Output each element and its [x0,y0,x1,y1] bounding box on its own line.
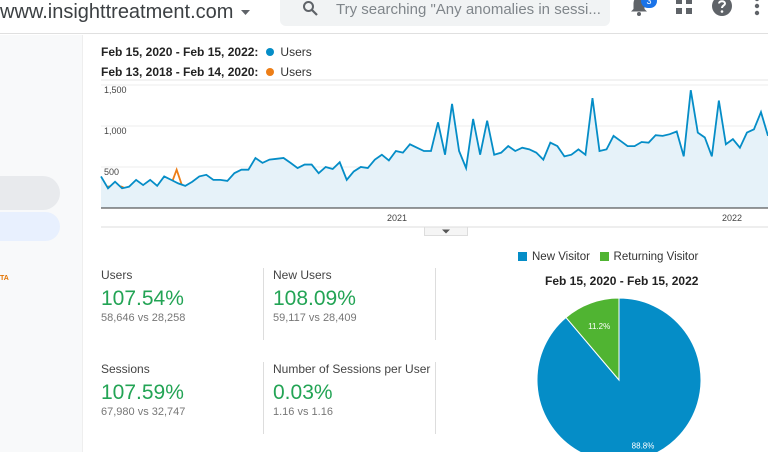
divider [263,362,264,434]
legend-previous: Feb 13, 2018 - Feb 14, 2020: Users [101,65,312,79]
legend-swatch [518,252,527,261]
sidebar-item[interactable] [0,176,60,210]
y-tick-label: 500 [104,167,119,177]
metric-compare: 59,117 vs 28,409 [273,312,357,324]
x-tick-label: 2022 [722,213,742,223]
metric-compare: 1.16 vs 1.16 [273,406,333,418]
metric-sessions[interactable]: Sessions 107.59% 67,980 vs 32,747 [101,362,185,418]
pie-slice-label: 88.8% [632,441,655,450]
divider [435,362,436,434]
sidebar [0,35,83,452]
dot-icon [266,68,275,76]
metric-label: New Users [273,268,332,282]
metric-label: Sessions [101,362,150,376]
pie-title: Feb 15, 2020 - Feb 15, 2022 [545,274,699,288]
pie-slice-label: 11.2% [588,322,610,331]
x-tick-label: 2021 [387,213,407,223]
search-placeholder: Try searching "Any anomalies in sessi... [336,1,601,18]
sidebar-label: TA [0,275,9,282]
metric-compare: 58,646 vs 28,258 [101,312,186,324]
metric-change: 107.59% [101,381,184,404]
more-vert-icon[interactable] [754,0,760,16]
search-input[interactable]: Try searching "Any anomalies in sessi... [280,0,610,26]
notification-badge: 3 [641,0,657,8]
legend-swatch [599,252,609,261]
apps-grid-icon[interactable] [676,0,692,14]
legend-metric: Users [280,65,312,79]
dot-icon [266,48,275,56]
help-icon[interactable] [712,0,732,16]
y-tick-label: 1,000 [104,126,127,136]
chart-collapse-handle[interactable] [424,227,468,236]
legend-range: Feb 13, 2018 - Feb 14, 2020: [101,65,259,79]
legend-range: Feb 15, 2020 - Feb 15, 2022: [101,45,259,59]
caret-down-icon [241,9,251,15]
users-line-chart: 1,500 1,000 500 2021 2022 [100,79,768,228]
search-icon [303,1,318,16]
metric-label: Users [101,268,133,282]
legend-returning-visitor: Returning Visitor [613,251,699,263]
metric-change: 0.03% [273,381,333,404]
metric-change: 107.54% [101,287,184,310]
metric-label: Number of Sessions per User [273,362,431,376]
metric-users[interactable]: Users 107.54% 58,646 vs 28,258 [101,268,185,324]
chevron-down-icon [442,229,450,234]
metric-sessions-per-user[interactable]: Number of Sessions per User 0.03% 1.16 vs … [273,362,430,418]
divider [263,268,264,340]
series-current-line [100,90,768,190]
metric-change: 108.09% [273,287,356,310]
series-area [101,90,768,208]
property-selector[interactable]: www.insighttreatment.com [0,1,251,24]
metric-compare: 67,980 vs 32,747 [101,406,186,418]
divider [435,268,436,340]
legend-metric: Users [280,45,312,59]
top-bar: www.insighttreatment.com Try searching "… [0,0,768,34]
pie-legend: New Visitor Returning Visitor [518,251,698,263]
legend-new-visitor: New Visitor [532,251,590,263]
metric-new-users[interactable]: New Users 108.09% 59,117 vs 28,409 [273,268,357,324]
pie-slice-returning-visitor [565,297,620,382]
property-name: www.insighttreatment.com [0,1,234,23]
legend-current: Feb 15, 2020 - Feb 15, 2022: Users [101,45,312,59]
sidebar-item-selected[interactable] [0,212,60,241]
y-tick-label: 1,500 [104,85,127,95]
